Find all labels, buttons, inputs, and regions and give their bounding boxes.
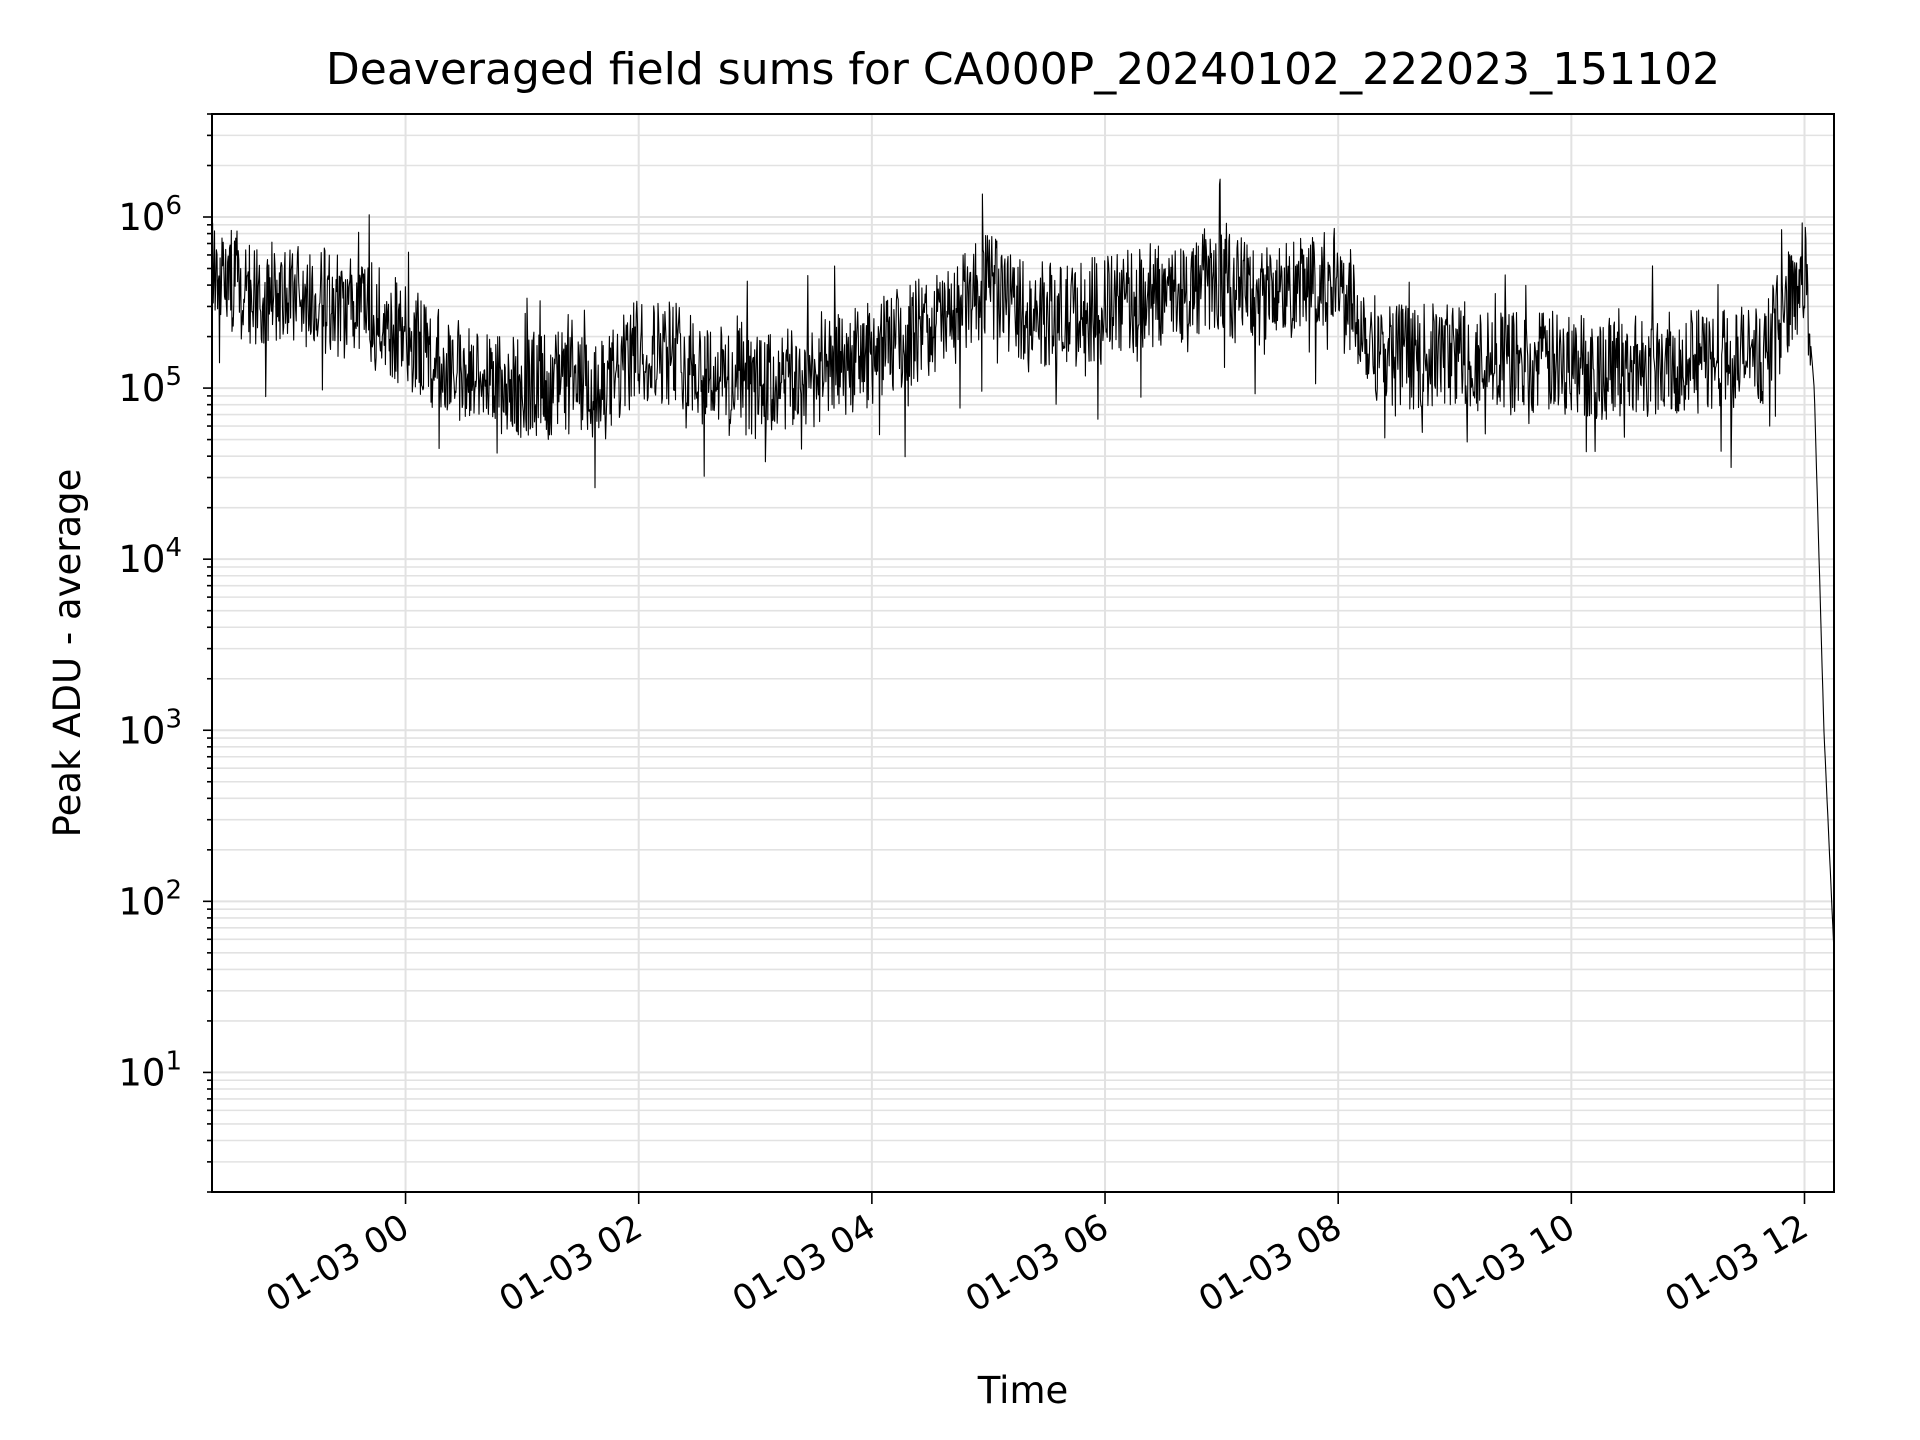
- series-line: [211, 178, 1835, 953]
- y-tick-label: 102: [118, 875, 182, 923]
- y-tick-label: 103: [118, 704, 182, 752]
- plot-frame: [211, 113, 1835, 1193]
- chart-title: Deaveraged field sums for CA000P_2024010…: [326, 44, 1720, 95]
- y-axis-label: Peak ADU - average: [46, 469, 89, 838]
- x-axis-label: Time: [977, 1369, 1069, 1412]
- y-tick-label: 105: [118, 362, 182, 410]
- y-tick-label: 104: [118, 533, 182, 581]
- y-tick-label: 106: [118, 191, 182, 239]
- y-tick-label: 101: [118, 1046, 182, 1094]
- minor-gridlines: [212, 113, 1834, 1193]
- y-axis: 101 102 103 104 105 106: [118, 113, 212, 1193]
